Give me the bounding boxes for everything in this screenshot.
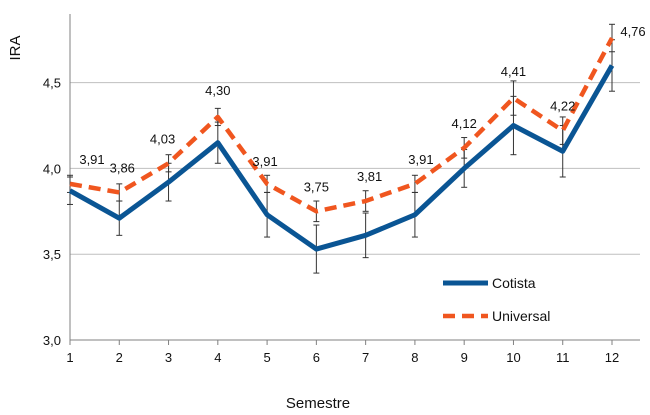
- data-label: 3,91: [408, 152, 433, 167]
- x-tick-label: 12: [605, 350, 619, 365]
- data-label: 4,41: [501, 64, 526, 79]
- error-bars: [67, 23, 615, 274]
- y-axis-title: IRA: [7, 35, 24, 60]
- x-tick-label: 6: [313, 350, 320, 365]
- y-tick-label: 4,5: [43, 76, 61, 91]
- series-lines: [68, 36, 615, 252]
- data-label: 3,91: [79, 152, 104, 167]
- data-label: 4,22: [550, 99, 575, 114]
- x-tick-label: 9: [461, 350, 468, 365]
- x-tick-label: 11: [556, 350, 570, 365]
- series-line-cotista: [68, 64, 615, 252]
- data-label: 4,12: [452, 116, 477, 131]
- x-tick-label: 8: [411, 350, 418, 365]
- gridlines: [70, 82, 640, 255]
- data-label: 4,03: [150, 131, 175, 146]
- axes: 3,03,54,04,51 2 3 4 5 6 7 8 9 10 11 12: [43, 14, 640, 365]
- x-tick-label: 5: [263, 350, 270, 365]
- legend-label-universal: Universal: [492, 308, 550, 324]
- x-tick-label: 10: [506, 350, 520, 365]
- data-labels: 3,91 3,86 4,03 4,30 3,91 3,75 3,81 3,91 4,12 4,41…: [79, 24, 645, 194]
- data-label: 3,91: [252, 154, 277, 169]
- y-tick-label: 3,0: [43, 333, 61, 348]
- data-label: 4,76: [620, 24, 645, 39]
- y-tick-label: 3,5: [43, 247, 61, 262]
- data-label: 3,86: [110, 160, 135, 175]
- x-tick-label: 4: [214, 350, 221, 365]
- x-axis-title: Semestre: [286, 395, 350, 412]
- series-line-universal: [69, 36, 614, 214]
- data-label: 3,81: [357, 169, 382, 184]
- legend-label-cotista: Cotista: [492, 275, 536, 291]
- legend: Cotista Universal: [443, 275, 550, 324]
- x-tick-label: 2: [116, 350, 123, 365]
- x-tick-label: 3: [165, 350, 172, 365]
- data-label: 4,30: [205, 83, 230, 98]
- y-tick-label: 4,0: [43, 161, 61, 176]
- x-tick-label: 7: [362, 350, 369, 365]
- data-label: 3,75: [304, 179, 329, 194]
- x-tick-label: 1: [66, 350, 73, 365]
